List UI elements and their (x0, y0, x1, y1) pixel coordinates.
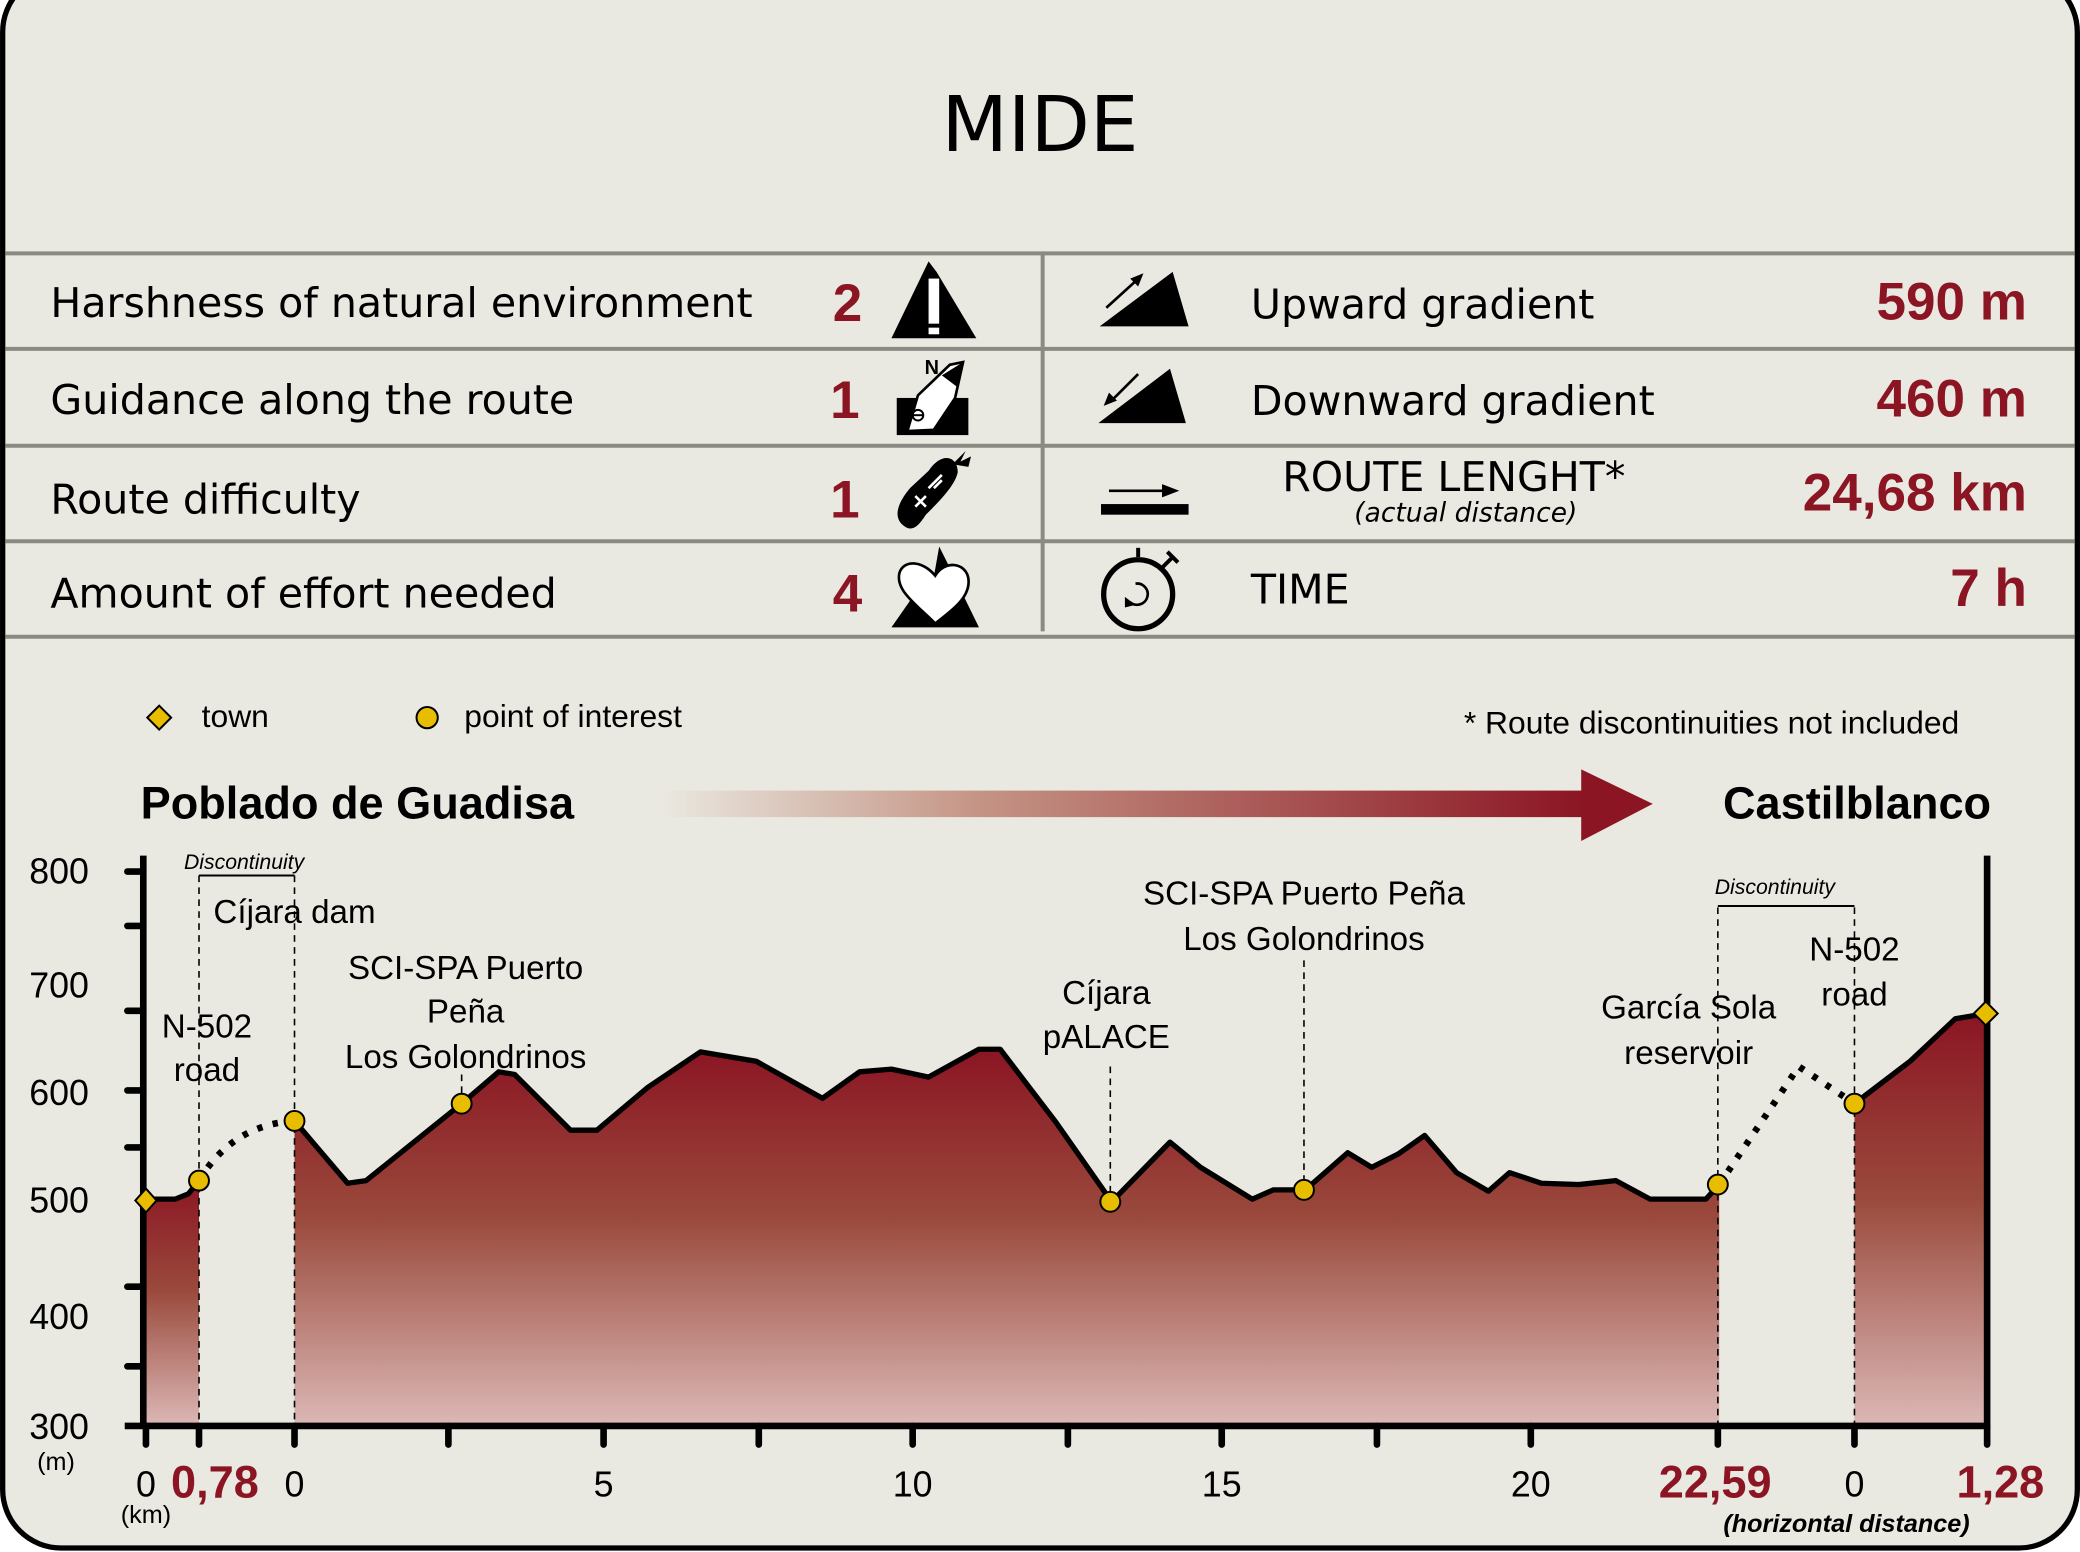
mide-label-difficulty: Route difficulty (50, 475, 360, 523)
poi-label-sci2-2: Los Golondrinos (1183, 921, 1424, 958)
y-unit: (m) (37, 1448, 75, 1476)
mide-value-harshness: 2 (833, 274, 863, 333)
stat-label-downward: Downward gradient (1251, 377, 1655, 425)
stat-value-time: 7 h (1950, 559, 2027, 618)
discontinuity-brackets (199, 874, 1855, 907)
poi-marker-icon (283, 1109, 306, 1132)
discontinuity-label-left: Discontinuity (184, 851, 306, 874)
y-label-300: 300 (29, 1407, 89, 1447)
stopwatch-icon (1101, 547, 1180, 632)
poi-label-garcia-1: García Sola (1601, 990, 1777, 1027)
page-title: MIDE (942, 81, 1139, 170)
x-label-5: 5 (594, 1464, 614, 1504)
stat-label-length: ROUTE LENGHT* (1282, 453, 1625, 501)
stat-label-upward: Upward gradient (1251, 280, 1595, 328)
profile-area-segment-3 (1854, 1013, 1988, 1426)
direction-arrow-icon (657, 769, 1653, 841)
mide-value-effort: 4 (833, 565, 863, 624)
poi-label-sci1-3: Los Golondrinos (345, 1039, 586, 1076)
mide-value-difficulty: 1 (830, 470, 860, 529)
poi-markers (133, 1000, 2000, 1214)
poi-label-sci1-2: Peña (427, 994, 505, 1031)
x-axis-note: (horizontal distance) (1723, 1510, 1969, 1538)
upward-gradient-icon (1099, 271, 1189, 327)
profile-area-segment-1 (145, 1180, 200, 1426)
compass-orientation-icon: N (896, 357, 969, 436)
mide-label-guidance: Guidance along the route (50, 376, 574, 424)
x-label-segment-1-end: 0,78 (171, 1457, 259, 1508)
downward-gradient-icon (1098, 368, 1186, 424)
svg-text:N: N (925, 357, 939, 379)
profile-area-segment-2 (294, 1049, 1720, 1426)
x-label-segment-2-end: 22,59 (1659, 1457, 1772, 1508)
poi-label-n502-left-2: road (174, 1052, 240, 1089)
table-grid (5, 251, 2075, 639)
y-label-400: 400 (29, 1297, 89, 1337)
poi-label-sci1-1: SCI-SPA Puerto (348, 950, 583, 987)
poi-label-cijara-dam: Cíjara dam (213, 894, 375, 931)
x-unit: (km) (121, 1501, 171, 1529)
poi-label-n502-right-1: N-502 (1809, 931, 1899, 968)
town-marker-icon (133, 1187, 158, 1214)
poi-marker-icon (1843, 1092, 1866, 1115)
route-end: Castilblanco (1723, 777, 1991, 828)
poi-leader-lines (198, 875, 1856, 1426)
poi-label-sci2-1: SCI-SPA Puerto Peña (1143, 876, 1465, 913)
heart-effort-icon (891, 546, 979, 628)
x-label-20: 20 (1511, 1464, 1551, 1504)
legend-note: * Route discontinuities not included (1464, 705, 1959, 741)
mide-label-harshness: Harshness of natural environment (50, 279, 752, 327)
stat-label-time: TIME (1250, 566, 1350, 614)
y-label-600: 600 (29, 1073, 89, 1113)
mide-table: Harshness of natural environment Guidanc… (50, 279, 752, 618)
x-label-10: 10 (893, 1464, 933, 1504)
town-marker-icon (1972, 1000, 2000, 1027)
y-label-700: 700 (29, 966, 89, 1006)
poi-marker-icon (1293, 1178, 1315, 1201)
x-ticks (142, 1422, 1991, 1448)
poi-label-n502-left-1: N-502 (162, 1008, 252, 1045)
boot-sole-icon (897, 451, 972, 529)
route-start: Poblado de Guadisa (141, 777, 575, 828)
legend-town: town (202, 698, 269, 734)
legend: town point of interest * Route discontin… (145, 698, 1959, 741)
x-label-0-c: 0 (1845, 1464, 1865, 1504)
mide-value-guidance: 1 (830, 371, 860, 430)
poi-label-cijara-palace-1: Cíjara (1062, 975, 1151, 1012)
route-length-icon (1101, 484, 1189, 515)
poi-label-n502-right-2: road (1821, 976, 1887, 1013)
y-ticks (124, 868, 147, 1370)
x-label-segment-3-end: 1,28 (1957, 1457, 2045, 1508)
poi-label-cijara-palace-2: pALACE (1043, 1019, 1170, 1056)
town-diamond-icon (145, 704, 173, 731)
stat-value-length: 24,68 km (1803, 464, 2027, 523)
y-label-800: 800 (29, 851, 89, 891)
poi-marker-icon (450, 1092, 473, 1115)
poi-circle-icon (415, 706, 439, 730)
y-label-500: 500 (29, 1180, 89, 1220)
poi-marker-icon (1706, 1173, 1729, 1196)
x-label-15: 15 (1202, 1464, 1242, 1504)
mountain-warning-icon (891, 261, 977, 339)
discontinuity-label-right: Discontinuity (1715, 876, 1837, 899)
x-label-0-b: 0 (285, 1464, 305, 1504)
legend-poi: point of interest (464, 698, 682, 734)
elevation-chart: Discontinuity Discontinuity (29, 851, 2044, 1538)
stat-value-downward: 460 m (1876, 370, 2026, 429)
stat-value-upward: 590 m (1876, 273, 2026, 332)
mide-label-effort: Amount of effort needed (50, 570, 556, 618)
stat-sublabel-length: (actual distance) (1354, 497, 1577, 528)
poi-marker-icon (188, 1169, 210, 1192)
poi-marker-icon (1099, 1190, 1122, 1213)
x-label-0-a: 0 (136, 1464, 156, 1504)
poi-label-garcia-2: reservoir (1624, 1035, 1753, 1072)
